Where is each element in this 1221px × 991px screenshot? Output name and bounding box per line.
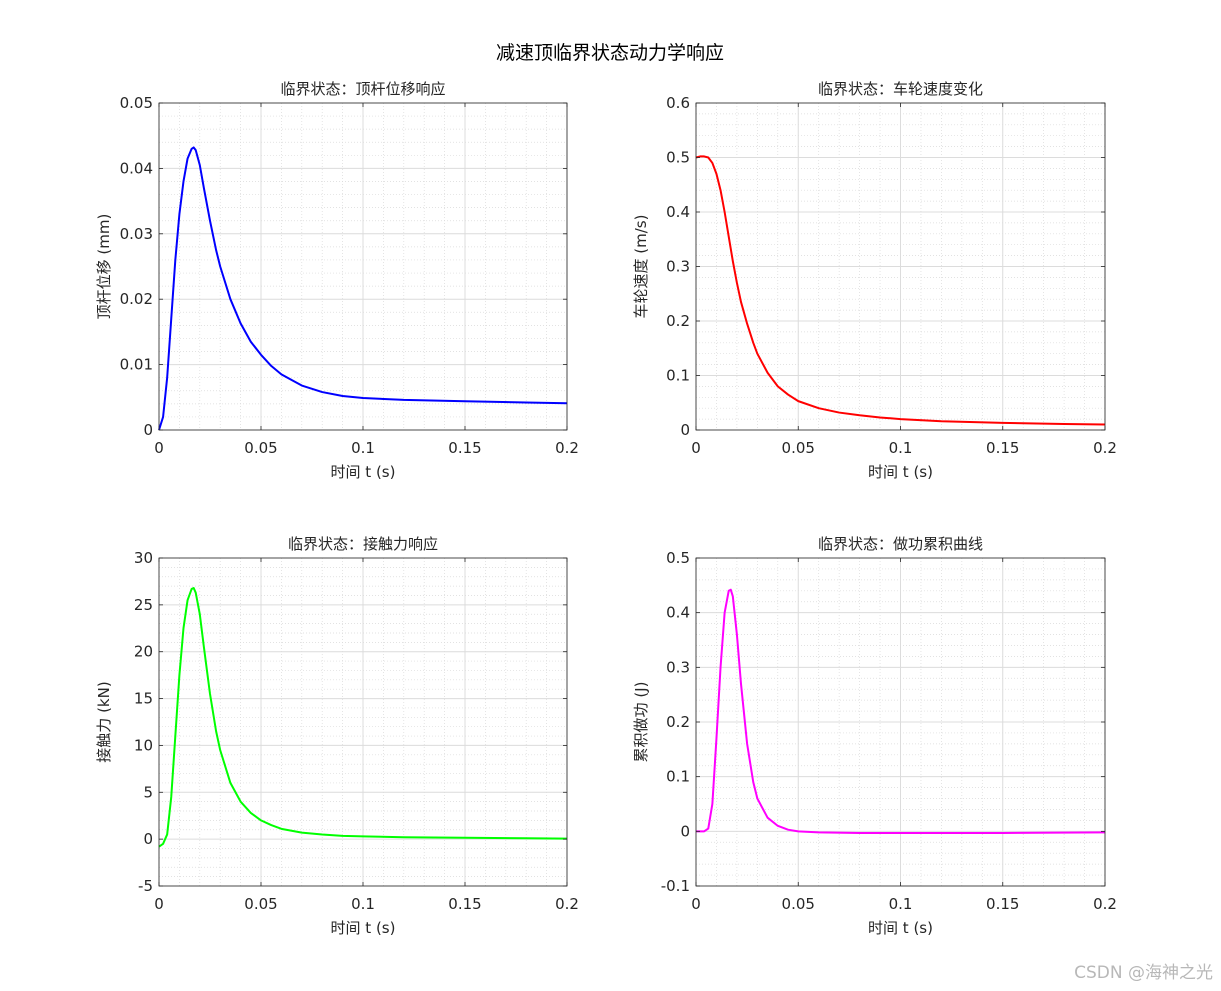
y-axis-label: 接触力 (kN) (95, 681, 113, 762)
y-axis-label: 车轮速度 (m/s) (632, 215, 650, 319)
y-tick-label: 20 (134, 643, 153, 661)
x-tick-label: 0.05 (782, 895, 815, 913)
subplot-title: 临界状态：做功累积曲线 (818, 535, 983, 553)
x-axis-label: 时间 t (s) (331, 919, 396, 937)
x-tick-label: 0.05 (782, 439, 815, 457)
y-tick-label: 0 (680, 822, 690, 840)
y-tick-label: 30 (134, 549, 153, 567)
y-tick-label: 0 (143, 421, 153, 439)
x-tick-label: 0.2 (555, 895, 579, 913)
data-line (696, 588, 1106, 834)
x-tick-label: 0.15 (986, 895, 1019, 913)
y-tick-label: 0.05 (120, 94, 153, 112)
y-tick-label: -0.1 (661, 877, 690, 895)
y-tick-label: 0.1 (666, 768, 690, 786)
x-tick-label: 0.05 (244, 895, 277, 913)
data-line (695, 155, 1106, 426)
x-tick-label: 0.1 (351, 439, 375, 457)
data-line (158, 146, 568, 431)
subplot-title: 临界状态：接触力响应 (288, 535, 438, 553)
y-tick-label: 0.5 (666, 549, 690, 567)
figure-title: 减速顶临界状态动力学响应 (496, 42, 724, 64)
subplot-4: 0 0.05 0.1 0.15 0.2-0.100.10.20.30.40.5临界状态：… (632, 535, 1117, 937)
subplot-title: 临界状态：车轮速度变化 (818, 80, 983, 98)
y-tick-label: 0.3 (666, 258, 690, 276)
y-tick-label: 0.4 (666, 203, 690, 221)
subplot-title: 临界状态：顶杆位移响应 (280, 80, 445, 98)
x-axis-label: 时间 t (s) (868, 919, 933, 937)
y-tick-label: 0.03 (120, 225, 153, 243)
x-axis-label: 时间 t (s) (331, 463, 396, 481)
x-tick-label: 0.2 (1093, 439, 1117, 457)
x-tick-label: 0.1 (351, 895, 375, 913)
y-tick-label: 0 (680, 421, 690, 439)
watermark: CSDN @海神之光 (1074, 963, 1213, 983)
y-axis-label: 累积做功 (J) (632, 682, 650, 763)
major-grid (695, 557, 1106, 887)
y-tick-label: -5 (138, 877, 153, 895)
x-tick-label: 0.15 (448, 439, 481, 457)
x-tick-label: 0.1 (889, 895, 913, 913)
y-tick-label: 0.2 (666, 312, 690, 330)
x-tick-label: 0 (691, 895, 701, 913)
y-tick-label: 15 (134, 690, 153, 708)
y-tick-label: 0.02 (120, 290, 153, 308)
x-tick-label: 0.05 (244, 439, 277, 457)
x-tick-label: 0.2 (1093, 895, 1117, 913)
subplot-2: 0 0.05 0.1 0.15 0.2 0 0.1 0.2 0.3 0.4 0.5 0.6 临界状态：车… (632, 80, 1117, 481)
x-tick-label: 0.2 (555, 439, 579, 457)
x-tick-label: 0 (691, 439, 701, 457)
subplot-grid: 0 0.05 0.1 0.15 0.200.010.020.030.040.05临界状态… (95, 80, 1117, 937)
y-tick-label: 10 (134, 736, 153, 754)
y-axis-label: 顶杆位移 (mm) (95, 214, 113, 320)
y-tick-label: 5 (143, 783, 153, 801)
x-tick-label: 0 (154, 895, 164, 913)
y-tick-label: 0.01 (120, 356, 153, 374)
data-line (158, 586, 568, 848)
y-tick-label: 0.3 (666, 658, 690, 676)
y-tick-label: 0.1 (666, 367, 690, 385)
x-tick-label: 0.15 (986, 439, 1019, 457)
x-axis-label: 时间 t (s) (868, 463, 933, 481)
subplot-1: 0 0.05 0.1 0.15 0.2 0 0.01 0.02 0.03 0.04 0.05 临界状态… (95, 80, 579, 481)
x-tick-label: 0.1 (889, 439, 913, 457)
y-tick-label: 0.5 (666, 149, 690, 167)
y-tick-label: 0.04 (120, 159, 153, 177)
subplot-3: 0 0.05 0.1 0.15 0.2-5051015202530临界状态：接触力响应时… (95, 535, 579, 937)
y-tick-label: 0.2 (666, 713, 690, 731)
y-tick-label: 0 (143, 830, 153, 848)
y-tick-label: 0.6 (666, 94, 690, 112)
x-tick-label: 0 (154, 439, 164, 457)
y-tick-label: 25 (134, 596, 153, 614)
x-tick-label: 0.15 (448, 895, 481, 913)
y-tick-label: 0.4 (666, 604, 690, 622)
